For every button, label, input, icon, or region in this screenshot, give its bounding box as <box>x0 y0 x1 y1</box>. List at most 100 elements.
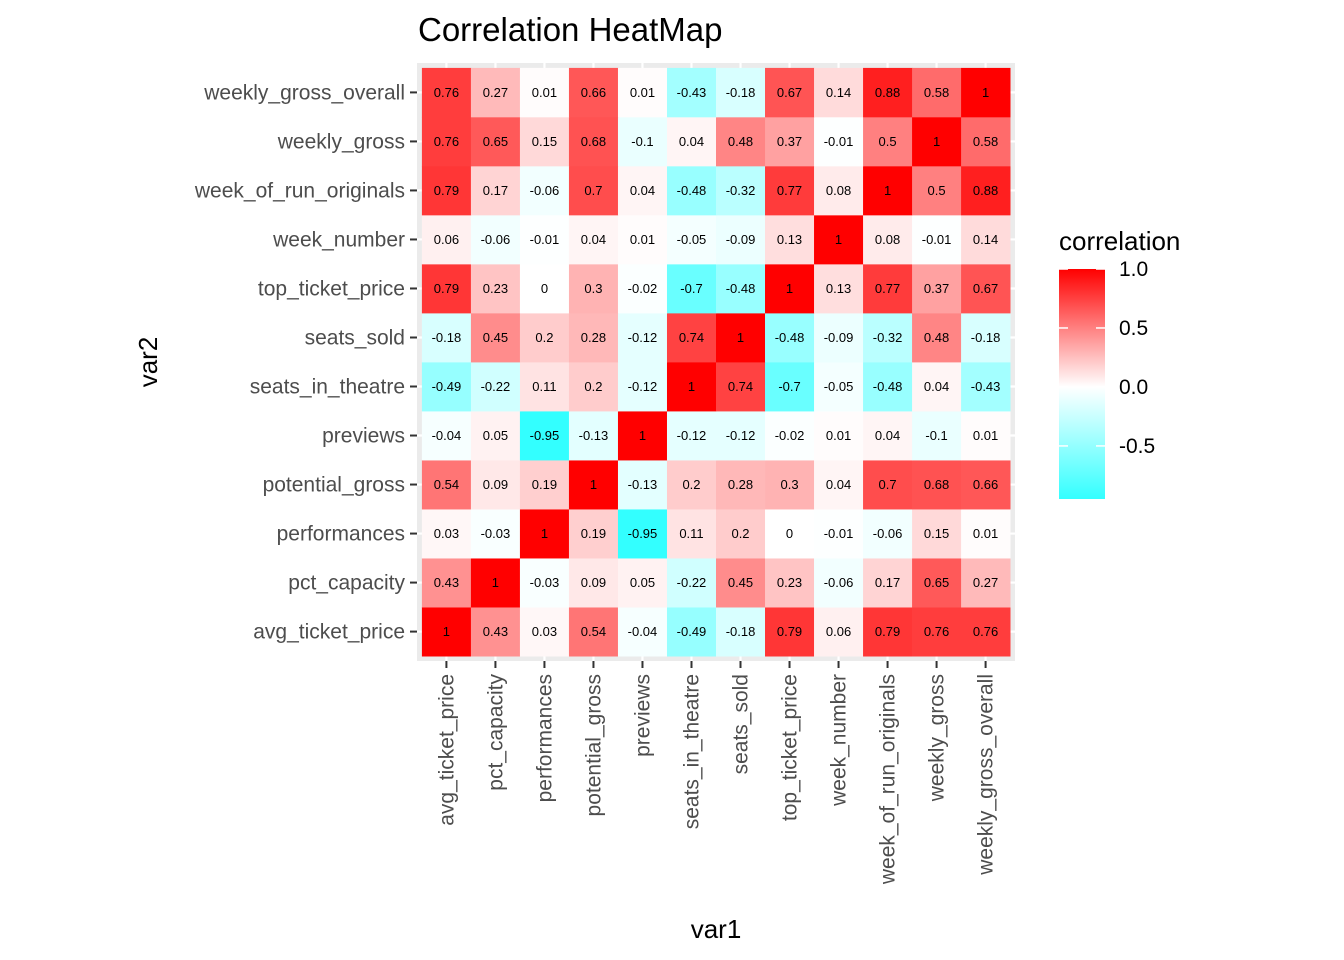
cell-fill <box>961 362 1011 412</box>
cell-value-label: 0.76 <box>434 85 459 100</box>
cell-value-label: 1 <box>786 281 793 296</box>
cell-fill <box>716 607 766 657</box>
cell-value-label: -0.43 <box>971 379 1001 394</box>
heatmap-cell: 0.45 <box>716 558 766 608</box>
cell-fill <box>912 607 962 657</box>
cell-value-label: 0.65 <box>924 575 949 590</box>
cell-fill <box>519 165 570 216</box>
cell-value-label: 0.06 <box>826 624 851 639</box>
cell-fill <box>666 165 717 216</box>
cell-value-label: 0.04 <box>875 428 900 443</box>
heatmap-cell: -0.7 <box>765 362 815 412</box>
cell-value-label: 0.04 <box>924 379 949 394</box>
heatmap-cell: -0.03 <box>470 509 521 559</box>
cell-fill <box>716 67 766 118</box>
cell-value-label: -0.03 <box>530 575 560 590</box>
cell-fill <box>716 460 766 510</box>
y-tick-label: potential_gross <box>263 474 405 497</box>
heatmap-cell: 0.43 <box>421 558 472 608</box>
cell-fill <box>519 607 570 657</box>
cell-value-label: 0 <box>541 281 548 296</box>
cell-fill <box>470 411 521 461</box>
cell-fill <box>814 509 864 559</box>
heatmap-cell: -0.13 <box>568 411 619 461</box>
heatmap-cell: 0.67 <box>765 67 815 118</box>
cell-fill <box>666 312 717 363</box>
cell-value-label: 0.13 <box>826 281 851 296</box>
heatmap-cell: 0.2 <box>716 509 766 559</box>
cell-fill <box>716 362 766 412</box>
cell-fill <box>765 165 815 216</box>
cell-value-label: -0.48 <box>775 330 805 345</box>
cell-value-label: 0.03 <box>434 526 459 541</box>
heatmap-cell: 0.79 <box>421 165 472 216</box>
heatmap-cell: -0.43 <box>961 362 1011 412</box>
heatmap-cell: 0.88 <box>961 165 1011 216</box>
cell-fill <box>421 214 472 265</box>
x-tick-label: seats_sold <box>730 674 753 774</box>
heatmap-cell: -0.95 <box>519 411 570 461</box>
cell-value-label: 0.37 <box>924 281 949 296</box>
heatmap-cell: 0.08 <box>814 165 864 216</box>
heatmap-cell: -0.18 <box>716 67 766 118</box>
cell-value-label: 0.04 <box>581 232 606 247</box>
x-tick-label: week_number <box>828 674 851 807</box>
heatmap-cell: 0.06 <box>421 214 472 265</box>
cell-fill <box>814 460 864 510</box>
cell-fill <box>765 263 815 314</box>
cell-value-label: 0.79 <box>875 624 900 639</box>
cell-fill <box>814 165 864 216</box>
cell-value-label: -0.02 <box>628 281 658 296</box>
cell-fill <box>568 214 619 265</box>
cell-fill <box>716 312 766 363</box>
cell-value-label: -0.32 <box>726 183 756 198</box>
legend-title: correlation <box>1059 226 1180 256</box>
heatmap-cell: 0.04 <box>814 460 864 510</box>
cell-value-label: 0.66 <box>973 477 998 492</box>
heatmap-cell: 0.17 <box>863 558 913 608</box>
cell-fill <box>863 214 913 265</box>
cell-fill <box>519 362 570 412</box>
heatmap-cell: 0.28 <box>568 312 619 363</box>
cell-value-label: 1 <box>835 232 842 247</box>
cell-value-label: 0.77 <box>777 183 802 198</box>
cell-value-label: 0.43 <box>483 624 508 639</box>
x-tick-label: performances <box>533 674 556 802</box>
cell-fill <box>666 67 717 118</box>
heatmap-cell: -0.05 <box>814 362 864 412</box>
heatmap-cell: 0.01 <box>814 411 864 461</box>
heatmap-cell: -0.06 <box>863 509 913 559</box>
heatmap-cell: 0 <box>519 263 570 314</box>
heatmap-cell: -0.12 <box>617 312 668 363</box>
y-tick-label: week_of_run_originals <box>194 179 405 202</box>
legend-break-label: 0.0 <box>1119 376 1148 399</box>
cell-fill <box>961 460 1011 510</box>
cell-value-label: 0.67 <box>777 85 802 100</box>
cell-fill <box>961 165 1011 216</box>
cell-fill <box>421 607 472 657</box>
cell-fill <box>716 509 766 559</box>
cell-fill <box>765 460 815 510</box>
heatmap-cell: 0.66 <box>961 460 1011 510</box>
heatmap-cell: -0.48 <box>716 263 766 314</box>
cell-fill <box>568 460 619 510</box>
cell-value-label: 0.05 <box>630 575 655 590</box>
heatmap-cell: 0.04 <box>568 214 619 265</box>
heatmap-cell: 0.43 <box>470 607 521 657</box>
cell-fill <box>863 362 913 412</box>
cell-fill <box>765 67 815 118</box>
cell-value-label: 1 <box>982 85 989 100</box>
cell-fill <box>568 509 619 559</box>
heatmap-cell: 0.79 <box>765 607 815 657</box>
cell-value-label: 0.01 <box>973 428 998 443</box>
cell-value-label: -0.12 <box>628 379 658 394</box>
heatmap-cell: 0.77 <box>765 165 815 216</box>
cell-value-label: 0.09 <box>581 575 606 590</box>
cell-value-label: -0.09 <box>726 232 756 247</box>
cell-value-label: -0.7 <box>778 379 800 394</box>
cell-value-label: 0.37 <box>777 134 802 149</box>
cell-fill <box>519 558 570 608</box>
cell-fill <box>912 214 962 265</box>
cell-value-label: 1 <box>590 477 597 492</box>
cell-fill <box>716 263 766 314</box>
